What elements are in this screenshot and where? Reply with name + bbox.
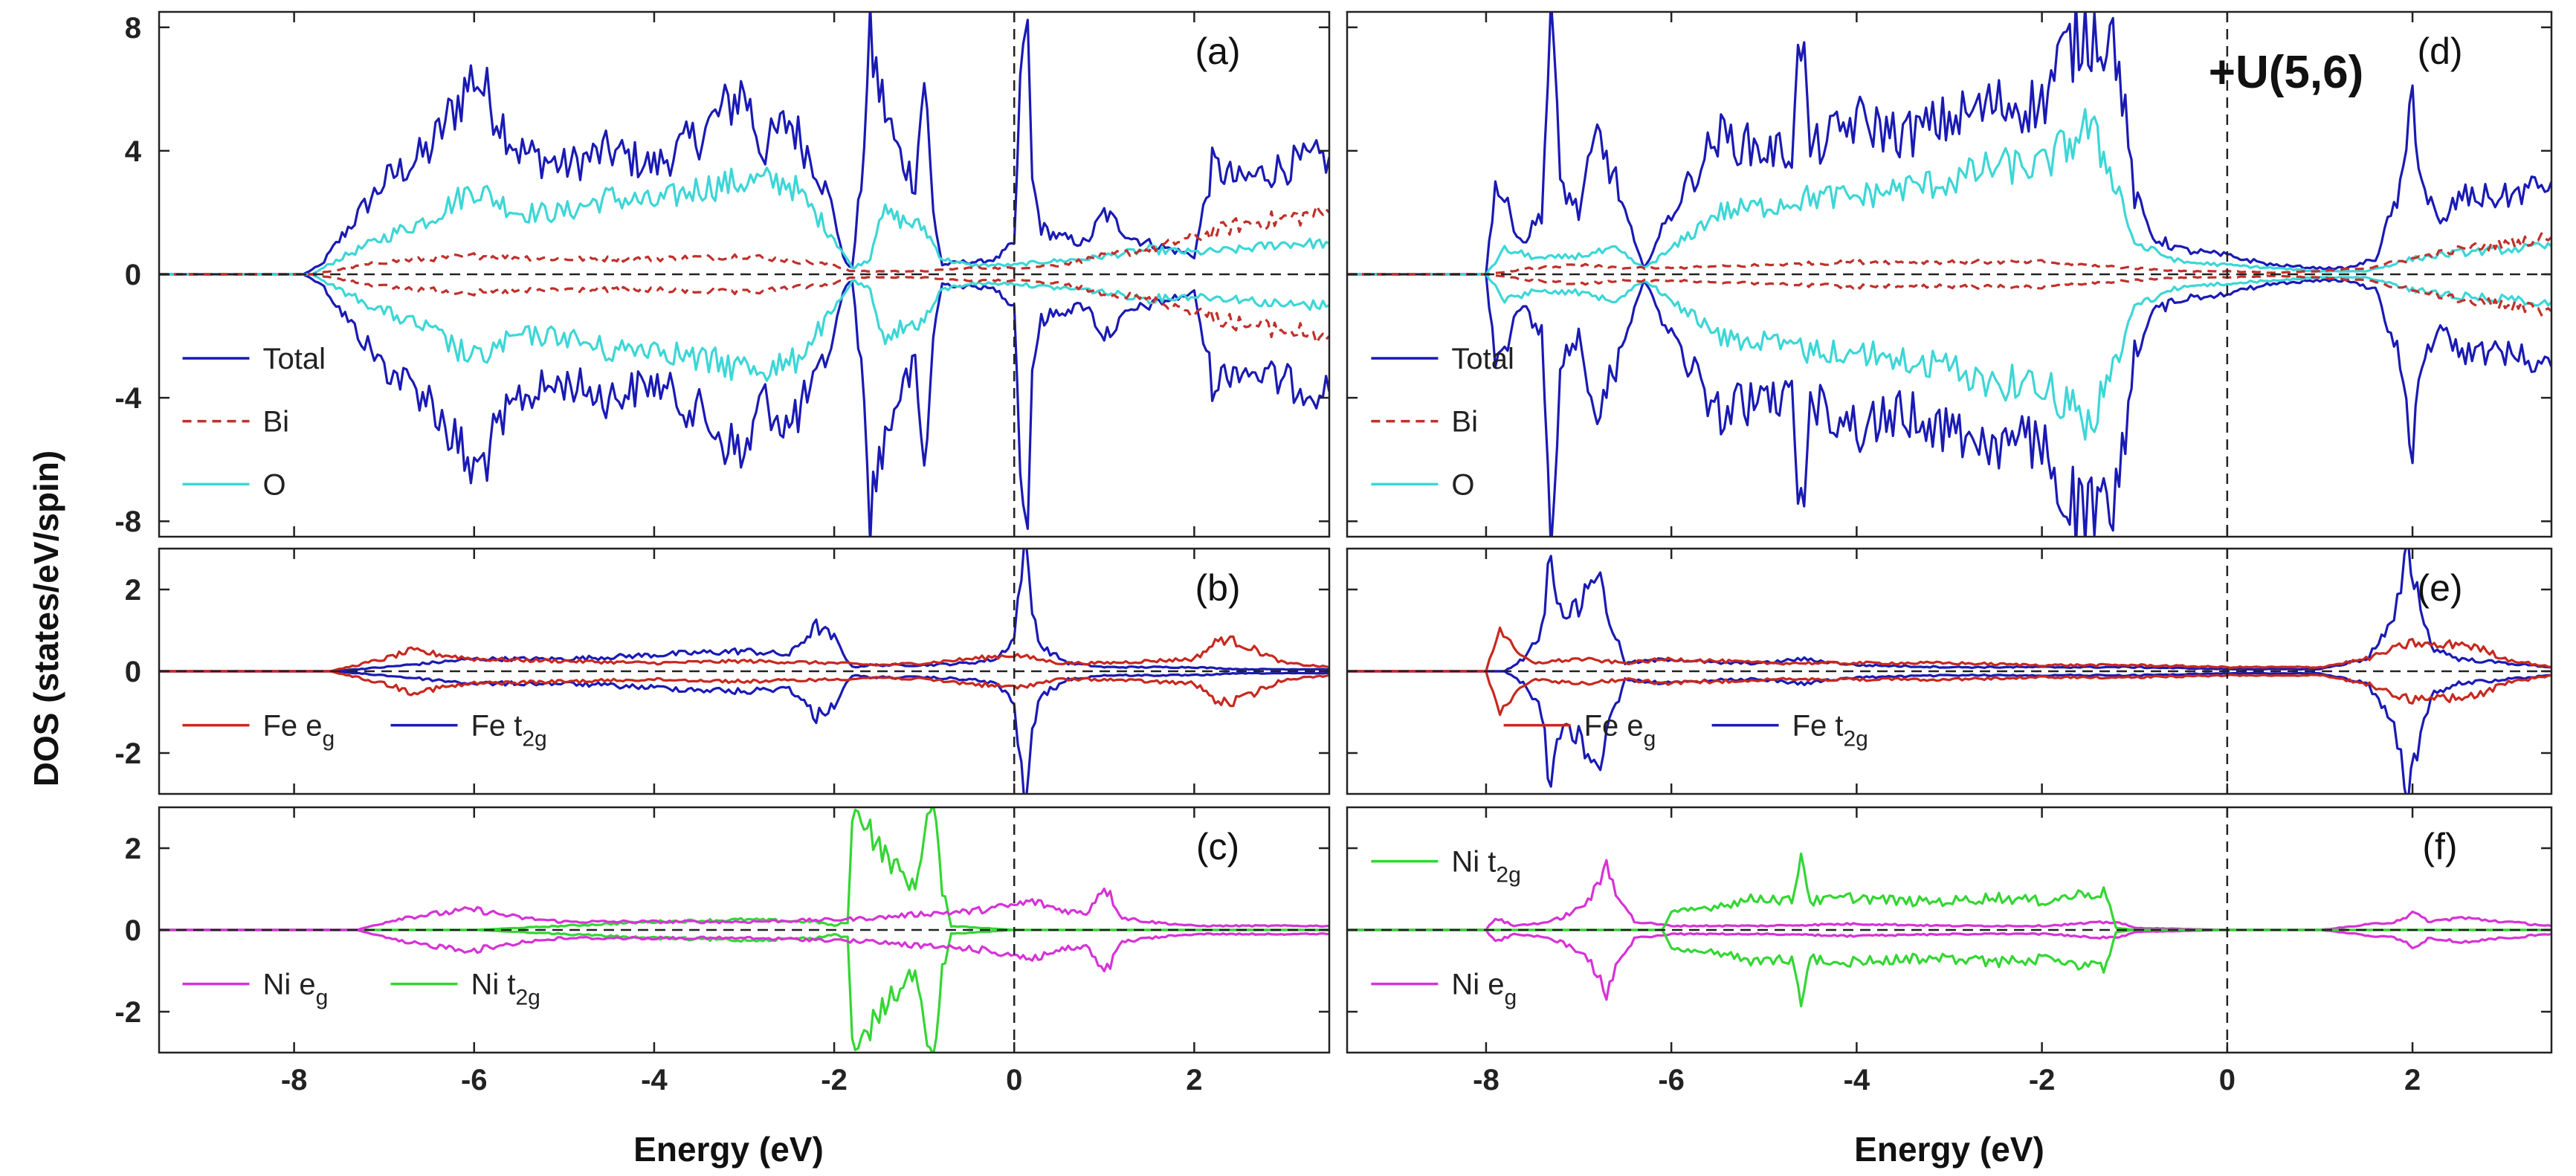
panel-c-xtick-label: 2 — [1186, 1064, 1202, 1096]
panel-c-xtick-label: -4 — [641, 1064, 668, 1096]
panel-c-label: (c) — [1196, 826, 1239, 868]
panel-a-series-total-spin-up — [159, 12, 1329, 276]
panel-b-ytick-label: 0 — [125, 656, 141, 688]
panel-f-series-ni-eg-spin-down — [1347, 928, 2551, 1001]
panel-f-series-ni-eg-spin-up — [1347, 859, 2551, 931]
panel-b-legend: Fe eg Fe t2g — [182, 710, 547, 752]
panel-f-plot-area — [1347, 852, 2551, 1008]
panel-a-plot-area — [159, 12, 1329, 537]
panel-f-xtick-label: -2 — [2029, 1064, 2056, 1096]
panel-c-legend-label: Ni t2g — [471, 969, 540, 1010]
panel-b-ytick-label: 2 — [125, 574, 141, 607]
panel-d: (d) Total Bi O — [1346, 10, 2553, 538]
panel-e-label: (e) — [2417, 567, 2462, 609]
panel-a-series-o-spin-down — [159, 273, 1329, 382]
panel-b-ytick-label: -2 — [114, 737, 141, 770]
panel-a-ytick-label: 0 — [125, 259, 141, 291]
panel-c-xtick-label: -2 — [821, 1064, 848, 1096]
panel-b-legend-label: Fe eg — [262, 710, 335, 752]
panel-a-label: (a) — [1195, 30, 1240, 72]
panel-b-plot-area — [159, 549, 1329, 794]
panel-d-series-bi-spin-down — [1347, 273, 2551, 317]
panel-d-series-total-spin-down — [1347, 273, 2551, 537]
panel-a-ytick-label: 4 — [125, 135, 142, 168]
panel-d-legend-label: Bi — [1451, 406, 1478, 439]
panel-d-label: (d) — [2417, 30, 2462, 72]
panel-e: (e) Fe eg Fe t2g — [1346, 547, 2553, 795]
panel-a-series-o-spin-up — [159, 167, 1329, 276]
panel-f-label: (f) — [2422, 826, 2457, 868]
panel-b-series-fe-eg-spin-up — [159, 635, 1329, 673]
panel-f-series-ni-t2g-spin-down — [1347, 928, 2551, 1008]
panel-f-legend-label: Ni eg — [1451, 969, 1517, 1010]
panel-a-ytick-label: 8 — [125, 12, 141, 45]
panel-e-legend-label: Fe t2g — [1792, 710, 1868, 752]
panel-a-series-total-spin-down — [159, 273, 1329, 537]
panel-b-label: (b) — [1195, 567, 1240, 609]
panel-f-xtick-label: 0 — [2219, 1064, 2236, 1096]
panel-e-series-fe-eg-spin-up — [1347, 626, 2551, 673]
panel-a-series-bi-spin-up — [159, 204, 1329, 276]
panel-c-legend-label: Ni eg — [262, 969, 328, 1010]
panel-f: -8 -6 -4 -2 0 2 (f) Ni t2g Ni eg — [1346, 806, 2553, 1096]
panel-f-xtick-label: 2 — [2404, 1064, 2421, 1096]
x-axis-title-left: Energy (eV) — [633, 1130, 824, 1169]
panel-f-xtick-label: -8 — [1473, 1064, 1500, 1096]
panel-a-legend-label: Total — [262, 343, 326, 375]
panel-e-legend-label: Fe eg — [1584, 710, 1656, 752]
panel-f-xtick-label: -6 — [1658, 1064, 1685, 1096]
panel-a-ytick-label: -4 — [114, 382, 141, 415]
panel-b-series-fe-t2g-spin-down — [159, 670, 1329, 794]
panel-d-series-o-spin-down — [1347, 273, 2551, 441]
panel-b-legend-label: Fe t2g — [471, 710, 546, 752]
y-axis-title: DOS (states/eV/spin) — [27, 450, 65, 786]
panel-b-series-fe-t2g-spin-up — [159, 549, 1329, 673]
panel-e-series-fe-eg-spin-down — [1347, 670, 2551, 717]
panel-f-xtick-label: -4 — [1844, 1064, 1870, 1096]
panel-a-legend: Total Bi O — [182, 343, 326, 501]
panel-a-legend-label: Bi — [262, 406, 289, 439]
panel-a: -8 -4 0 4 8 (a) Total Bi O — [114, 10, 1331, 538]
panel-d-legend-label: Total — [1451, 343, 1514, 375]
panel-c: -8 -6 -4 -2 0 2 -2 0 2 (c) Ni eg Ni t2g — [114, 806, 1331, 1096]
panel-e-legend: Fe eg Fe t2g — [1503, 710, 1868, 752]
panel-c-xtick-label: -8 — [281, 1064, 308, 1096]
panel-f-legend: Ni t2g Ni eg — [1371, 846, 1521, 1010]
panel-c-xtick-label: -6 — [461, 1064, 488, 1096]
panel-d-legend: Total Bi O — [1371, 343, 1514, 501]
panel-d-series-total-spin-up — [1347, 12, 2551, 276]
panel-d-plot-area — [1347, 12, 2551, 537]
panel-c-ytick-label: -2 — [114, 996, 141, 1029]
panel-d-legend-label: O — [1451, 468, 1474, 501]
panel-a-legend-label: O — [262, 468, 285, 501]
panel-d-series-bi-spin-up — [1347, 232, 2551, 276]
hubbard-u-annotation: +U(5,6) — [2209, 47, 2363, 98]
panel-f-legend-label: Ni t2g — [1451, 846, 1520, 888]
panel-c-ytick-label: 2 — [125, 833, 141, 865]
panel-a-series-bi-spin-down — [159, 273, 1329, 344]
panel-c-xtick-label: 0 — [1006, 1064, 1022, 1096]
x-axis-title-right: Energy (eV) — [1854, 1130, 2044, 1169]
panel-e-plot-area — [1347, 549, 2551, 794]
panel-b-series-fe-eg-spin-down — [159, 670, 1329, 708]
panel-b: -2 0 2 (b) Fe eg Fe t2g — [114, 547, 1331, 795]
panel-c-legend: Ni eg Ni t2g — [182, 969, 540, 1010]
panel-a-ytick-label: -8 — [114, 505, 141, 538]
panel-c-ytick-label: 0 — [125, 914, 141, 947]
panel-d-series-o-spin-up — [1347, 108, 2551, 276]
